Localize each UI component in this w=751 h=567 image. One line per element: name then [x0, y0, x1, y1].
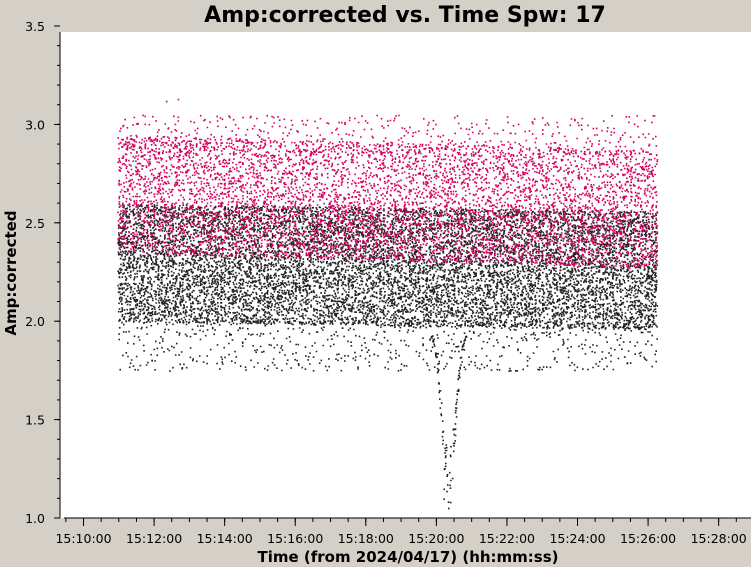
y-tick-label: 2.5 — [25, 216, 45, 231]
x-tick-label: 15:14:00 — [197, 531, 253, 546]
x-tick-label: 15:16:00 — [267, 531, 323, 546]
chart-title: Amp:corrected vs. Time Spw: 17 — [204, 3, 606, 28]
x-tick-label: 15:24:00 — [549, 531, 605, 546]
y-axis-title: Amp:corrected — [2, 210, 20, 335]
y-tick-label: 1.5 — [25, 413, 45, 428]
data-points — [117, 98, 659, 510]
y-axis: 1.0 1.5 2.0 2.5 3.0 3.5 — [25, 19, 61, 526]
x-tick-label: 15:26:00 — [620, 531, 676, 546]
x-tick-label: 15:18:00 — [338, 531, 394, 546]
x-tick-label: 15:28:00 — [691, 531, 747, 546]
series-dark-points — [117, 203, 659, 510]
x-tick-label: 15:20:00 — [408, 531, 464, 546]
x-tick-label: 15:10:00 — [55, 531, 111, 546]
y-tick-label: 2.0 — [25, 314, 45, 329]
x-tick-label: 15:22:00 — [479, 531, 535, 546]
y-tick-label: 3.0 — [25, 117, 45, 132]
plot-area — [60, 32, 751, 518]
x-axis: 15:10:00 15:12:00 15:14:00 15:16:00 15:18:00… — [55, 517, 751, 546]
x-axis-title: Time (from 2024/04/17) (hh:mm:ss) — [257, 548, 558, 566]
x-tick-label: 15:12:00 — [126, 531, 182, 546]
y-tick-label: 3.5 — [25, 19, 45, 34]
y-tick-label: 1.0 — [25, 511, 45, 526]
series-pink-points — [117, 98, 659, 269]
